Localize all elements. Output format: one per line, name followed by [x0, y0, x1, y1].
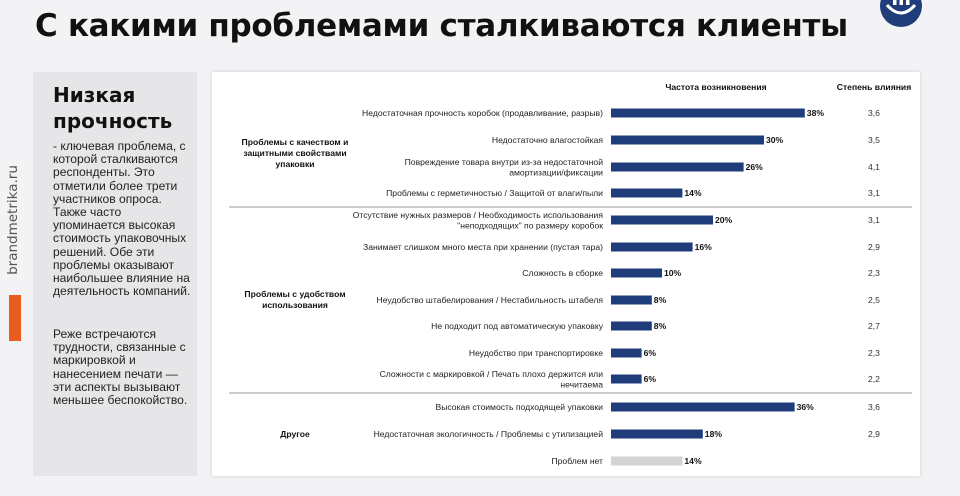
- col-header-frequency: Частота возникновения: [665, 82, 766, 92]
- bar: [611, 215, 713, 225]
- impact-value: 3,6: [868, 108, 880, 118]
- bar: [611, 402, 795, 412]
- bar-chart: Частота возникновения Степень влияния Недо…: [229, 82, 912, 466]
- group-label: Проблемы с удобством использования: [244, 289, 345, 310]
- row-label: Неудобство штабелирования / Нестабильнос…: [377, 295, 604, 305]
- bar-value-label: 16%: [695, 242, 713, 252]
- chart-panel: Частота возникновения Степень влияния Недо…: [212, 72, 920, 476]
- impact-value: 3,1: [868, 215, 880, 225]
- bar-value-label: 6%: [644, 374, 657, 384]
- col-header-impact: Степень влияния: [837, 82, 911, 92]
- summary-heading: Низкая прочность: [53, 83, 173, 133]
- brand-accent-bar: [9, 295, 21, 341]
- bar: [611, 429, 703, 439]
- impact-value: 3,6: [868, 402, 880, 412]
- bar-value-label: 14%: [684, 456, 702, 466]
- bar: [611, 135, 764, 145]
- row-label: Сложности с маркировкой / Печать плохо д…: [380, 369, 604, 390]
- row-label: Занимает слишком много места при хранени…: [363, 242, 603, 252]
- impact-value: 3,1: [868, 188, 880, 198]
- bar: [611, 188, 683, 198]
- group-label: Другое: [280, 429, 310, 439]
- bar: [611, 456, 683, 466]
- row-label: Отсутствие нужных размеров / Необходимос…: [353, 210, 604, 231]
- bar-value-label: 10%: [664, 268, 682, 278]
- bar-value-label: 14%: [684, 188, 702, 198]
- impact-value: 2,5: [868, 295, 880, 305]
- summary-paragraph-1: - ключевая проблема, с которой сталкиваю…: [53, 139, 191, 299]
- page-title: С какими проблемами сталкиваются клиенты: [35, 8, 848, 44]
- bar-value-label: 8%: [654, 295, 667, 305]
- impact-value: 2,9: [868, 429, 880, 439]
- row-label: Неудобство при транспортировке: [469, 348, 603, 358]
- row-label: Проблемы с герметичностью / Защитой от в…: [386, 188, 603, 198]
- impact-value: 3,5: [868, 135, 880, 145]
- bar: [611, 268, 662, 278]
- bar-value-label: 26%: [746, 162, 764, 172]
- impact-value: 2,7: [868, 321, 880, 331]
- row-label: Недостаточно влагостойкая: [492, 135, 603, 145]
- bar-value-label: 6%: [644, 348, 657, 358]
- brand-logo-icon: [880, 0, 922, 27]
- row-label: Не подходит под автоматическую упаковку: [431, 321, 604, 331]
- summary-panel: Низкая прочность - ключевая проблема, с …: [33, 72, 197, 476]
- impact-value: 2,2: [868, 374, 880, 384]
- summary-paragraph-2: Реже встречаются трудности, связанные с …: [53, 327, 188, 408]
- row-label: Высокая стоимость подходящей упаковки: [435, 402, 603, 412]
- bar-value-label: 20%: [715, 215, 733, 225]
- row-label: Недостаточная прочность коробок (продавл…: [362, 108, 603, 118]
- bar: [611, 295, 652, 305]
- bar-value-label: 30%: [766, 135, 784, 145]
- group-label: Проблемы с качеством и защитными свойства…: [242, 137, 349, 169]
- row-label: Проблем нет: [551, 456, 603, 466]
- impact-value: 2,3: [868, 348, 880, 358]
- row-label: Повреждение товара внутри из-за недостат…: [405, 157, 604, 178]
- bar: [611, 108, 805, 118]
- row-label: Недостаточная экологичность / Проблемы с…: [374, 429, 604, 439]
- bar: [611, 321, 652, 331]
- bar: [611, 162, 744, 172]
- bar: [611, 374, 642, 384]
- impact-value: 4,1: [868, 162, 880, 172]
- impact-value: 2,9: [868, 242, 880, 252]
- bar: [611, 242, 693, 252]
- bar-value-label: 8%: [654, 321, 667, 331]
- bar-value-label: 36%: [797, 402, 815, 412]
- bar-value-label: 18%: [705, 429, 723, 439]
- brand-side-text: brandmetrika.ru: [5, 165, 21, 275]
- bar-value-label: 38%: [807, 108, 825, 118]
- bar: [611, 348, 642, 358]
- row-label: Сложность в сборке: [522, 268, 603, 278]
- impact-value: 2,3: [868, 268, 880, 278]
